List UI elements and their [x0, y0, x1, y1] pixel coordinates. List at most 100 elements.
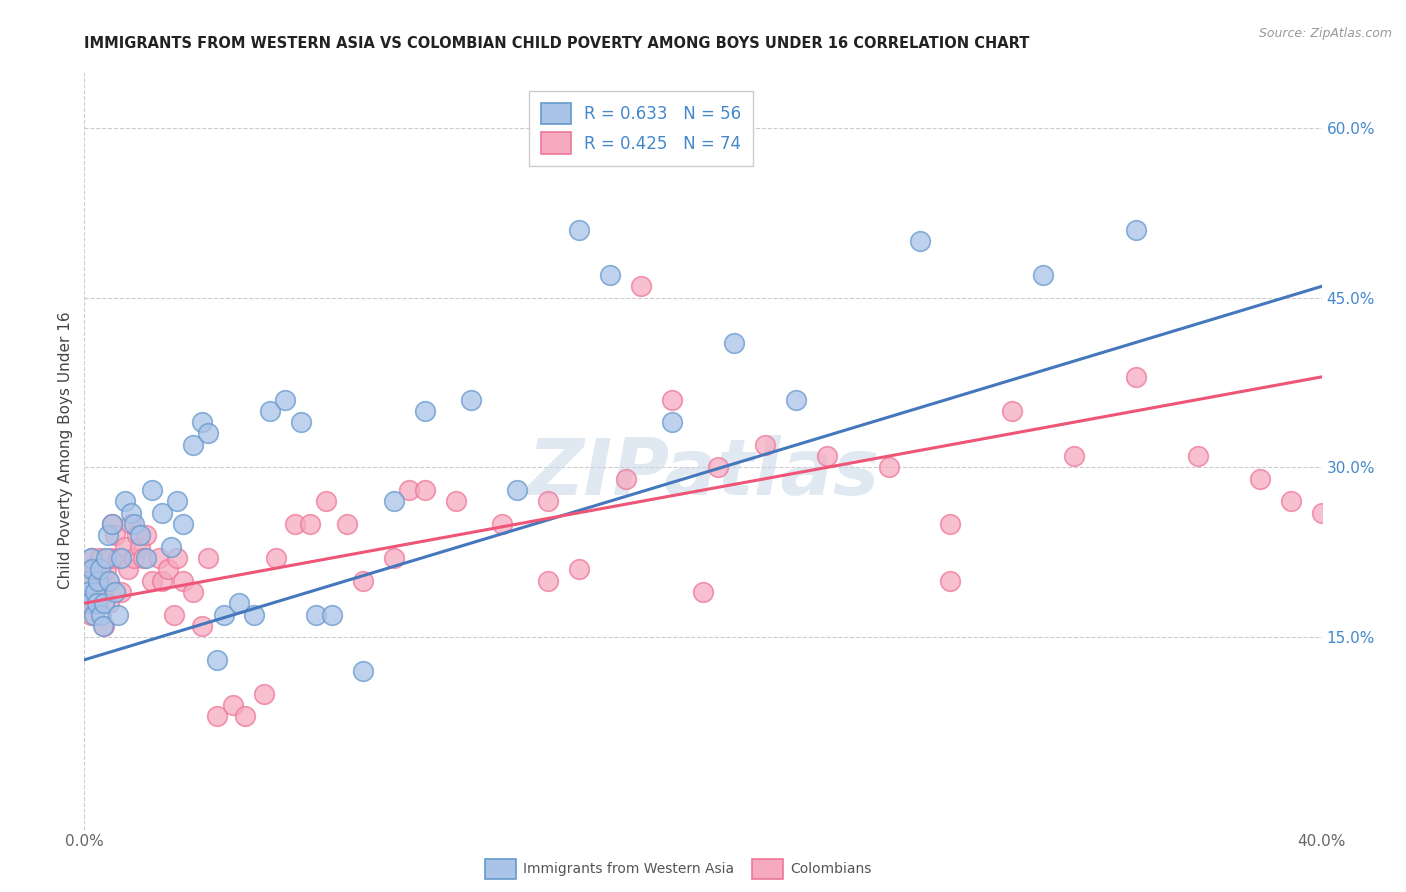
Point	[96, 574, 118, 588]
Point	[1249, 472, 1271, 486]
Point	[129, 528, 152, 542]
Point	[413, 404, 436, 418]
Point	[599, 268, 621, 282]
Point	[101, 516, 124, 531]
Point	[506, 483, 529, 497]
Point	[120, 516, 142, 531]
Text: Colombians: Colombians	[790, 862, 872, 876]
Point	[87, 596, 110, 610]
Point	[290, 415, 312, 429]
Text: Source: ZipAtlas.com: Source: ZipAtlas.com	[1258, 27, 1392, 40]
Point	[568, 562, 591, 576]
Point	[197, 551, 219, 566]
Point	[135, 551, 157, 566]
Point	[87, 574, 110, 588]
Point	[77, 596, 100, 610]
Point	[79, 551, 101, 566]
Point	[614, 472, 637, 486]
Point	[160, 540, 183, 554]
Point	[104, 585, 127, 599]
Point	[77, 596, 100, 610]
Point	[444, 494, 467, 508]
Point	[141, 574, 163, 588]
Point	[90, 574, 112, 588]
Point	[264, 551, 287, 566]
Point	[172, 516, 194, 531]
Point	[135, 528, 157, 542]
Point	[1001, 404, 1024, 418]
Point	[107, 607, 129, 622]
Point	[191, 415, 214, 429]
Point	[785, 392, 807, 407]
Point	[120, 506, 142, 520]
Point	[132, 551, 155, 566]
Point	[228, 596, 250, 610]
Point	[129, 540, 152, 554]
Point	[96, 528, 118, 542]
Point	[315, 494, 337, 508]
Point	[83, 585, 105, 599]
Point	[82, 551, 104, 566]
Point	[166, 494, 188, 508]
Point	[197, 426, 219, 441]
Point	[253, 687, 276, 701]
Point	[568, 223, 591, 237]
Point	[117, 562, 139, 576]
Point	[79, 607, 101, 622]
Point	[1063, 449, 1085, 463]
Point	[94, 562, 117, 576]
Point	[398, 483, 420, 497]
Point	[299, 516, 322, 531]
Point	[336, 516, 359, 531]
Point	[233, 709, 256, 723]
Point	[163, 607, 186, 622]
Point	[82, 562, 104, 576]
Point	[166, 551, 188, 566]
Point	[274, 392, 297, 407]
Legend: R = 0.633   N = 56, R = 0.425   N = 74: R = 0.633 N = 56, R = 0.425 N = 74	[529, 91, 754, 166]
Point	[181, 438, 204, 452]
Point	[76, 574, 98, 588]
Point	[491, 516, 513, 531]
Point	[94, 551, 117, 566]
Point	[75, 562, 97, 576]
Point	[352, 574, 374, 588]
Point	[243, 607, 266, 622]
Point	[84, 585, 107, 599]
Point	[1310, 506, 1333, 520]
Point	[89, 562, 111, 576]
Point	[207, 653, 229, 667]
Point	[707, 460, 730, 475]
Point	[122, 551, 145, 566]
Point	[83, 607, 105, 622]
Point	[908, 234, 931, 248]
Point	[723, 335, 745, 350]
Point	[212, 607, 235, 622]
Point	[150, 506, 173, 520]
Point	[1279, 494, 1302, 508]
Point	[222, 698, 245, 712]
Point	[114, 540, 136, 554]
Point	[630, 279, 652, 293]
Point	[692, 110, 714, 124]
Point	[141, 483, 163, 497]
Point	[1125, 370, 1147, 384]
Point	[661, 392, 683, 407]
Point	[84, 562, 107, 576]
Point	[104, 528, 127, 542]
Point	[1032, 268, 1054, 282]
Point	[98, 574, 121, 588]
Point	[75, 574, 97, 588]
Point	[181, 585, 204, 599]
Point	[537, 494, 560, 508]
Point	[413, 483, 436, 497]
Point	[172, 574, 194, 588]
Point	[939, 574, 962, 588]
Point	[754, 438, 776, 452]
Text: IMMIGRANTS FROM WESTERN ASIA VS COLOMBIAN CHILD POVERTY AMONG BOYS UNDER 16 CORR: IMMIGRANTS FROM WESTERN ASIA VS COLOMBIA…	[84, 36, 1029, 51]
Point	[150, 574, 173, 588]
Point	[91, 619, 114, 633]
Point	[207, 709, 229, 723]
Point	[90, 607, 112, 622]
Point	[93, 596, 115, 610]
